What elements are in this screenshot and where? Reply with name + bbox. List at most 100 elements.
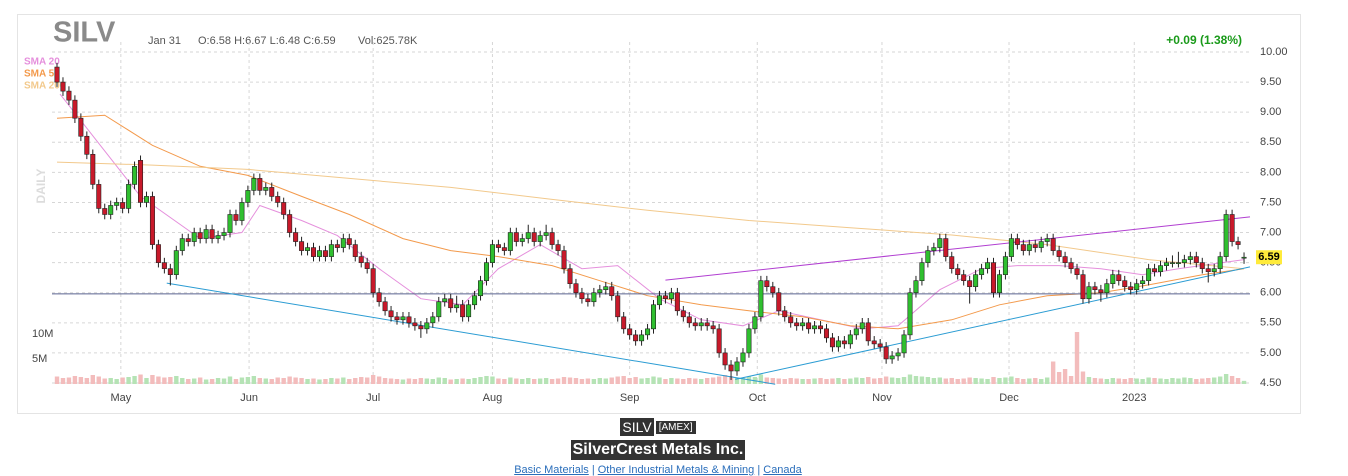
volume-bar xyxy=(186,379,191,384)
separator: | xyxy=(588,464,598,476)
candle-body xyxy=(752,316,758,330)
candle-body xyxy=(794,322,800,327)
candle-body xyxy=(835,340,841,348)
candle-body xyxy=(84,135,90,155)
sector-links: Basic Materials | Other Industrial Metal… xyxy=(0,464,1316,476)
volume-bar xyxy=(860,378,865,384)
candle-body xyxy=(1002,256,1008,275)
candle-body xyxy=(680,310,686,318)
candle-body xyxy=(489,244,495,263)
candle-body xyxy=(1086,286,1092,300)
close-text: C:6.59 xyxy=(303,35,335,47)
candle-body xyxy=(979,268,985,275)
candle-body xyxy=(543,232,549,236)
volume-bar xyxy=(466,379,471,384)
volume-bar xyxy=(836,378,841,384)
candle-body xyxy=(54,66,60,83)
volume-bar xyxy=(728,376,734,384)
candle-body xyxy=(1187,256,1193,260)
volume-bar xyxy=(800,379,805,384)
volume-bar xyxy=(824,379,829,384)
sector-link[interactable]: Other Industrial Metals & Mining xyxy=(597,464,755,476)
volume-bar xyxy=(168,377,173,384)
candle-body xyxy=(203,229,209,239)
volume-bar xyxy=(323,379,328,384)
candle-body xyxy=(72,99,78,119)
volume-bar xyxy=(1188,378,1193,384)
y-tick-label: 5.50 xyxy=(1260,317,1281,329)
volume-bar xyxy=(60,378,66,384)
volume-bar xyxy=(84,378,90,384)
y-tick-label: 5.00 xyxy=(1260,347,1281,359)
candle-body xyxy=(1068,262,1074,269)
candle-body xyxy=(1098,289,1104,294)
volume-bar xyxy=(227,376,233,384)
x-tick-label: Aug xyxy=(483,392,503,404)
candle-body xyxy=(191,232,197,242)
volume-bar xyxy=(961,378,966,384)
volume-bar xyxy=(782,379,787,384)
candle-body xyxy=(692,322,698,327)
candle-body xyxy=(961,274,967,281)
volume-bar xyxy=(776,378,781,384)
trend-line xyxy=(735,266,1251,380)
candle-body xyxy=(1163,262,1169,266)
volume-bar xyxy=(1003,377,1008,384)
candle-body xyxy=(1152,268,1158,272)
x-tick-label: Sep xyxy=(620,392,640,404)
volume-bar xyxy=(514,378,519,384)
volume-bar xyxy=(239,377,245,384)
date: Jan 31 xyxy=(148,35,181,47)
candle-body xyxy=(1217,256,1223,269)
candle-body xyxy=(316,250,322,257)
volume-bar xyxy=(979,378,984,384)
sector-link[interactable]: Canada xyxy=(763,464,802,476)
volume-bar xyxy=(424,378,430,384)
candle-body xyxy=(239,202,245,221)
y-tick-label: 9.50 xyxy=(1260,76,1281,88)
volume-bar xyxy=(997,378,1002,384)
candle-body xyxy=(991,262,997,294)
volume-bar xyxy=(1086,377,1092,384)
candle-body xyxy=(466,304,472,318)
volume-bar xyxy=(412,379,418,384)
candle-body xyxy=(823,328,829,339)
volume-bar xyxy=(1080,371,1086,384)
candle-body xyxy=(173,250,179,275)
candle-body xyxy=(1211,268,1217,272)
candle-body xyxy=(656,295,662,306)
separator: | xyxy=(754,464,764,476)
volume-bar xyxy=(925,377,931,384)
volume-bar xyxy=(1235,378,1241,384)
candle-body xyxy=(555,244,561,251)
volume-bar xyxy=(901,377,907,384)
candle-body xyxy=(1062,256,1068,263)
volume-bar xyxy=(591,379,597,384)
candle-body xyxy=(847,334,853,345)
volume-bar xyxy=(287,376,292,384)
candle-body xyxy=(1199,262,1205,269)
volume-bar xyxy=(943,378,948,384)
candle-body xyxy=(287,214,293,233)
candle-body xyxy=(716,328,722,354)
sector-link[interactable]: Basic Materials xyxy=(514,464,589,476)
candle-body xyxy=(1175,262,1181,264)
volume-bar xyxy=(830,378,835,384)
volume-bar xyxy=(603,378,608,384)
volume-bar xyxy=(1116,378,1121,384)
volume-bar xyxy=(734,377,740,384)
volume-bar xyxy=(299,378,304,384)
candle-body xyxy=(519,238,525,242)
volume-bar xyxy=(687,378,692,384)
candle-body xyxy=(1181,259,1187,263)
candle-body xyxy=(143,196,149,203)
company-name: SilverCrest Metals Inc. xyxy=(570,440,746,460)
candle-body xyxy=(1122,280,1128,288)
volume-tick-label: 5M xyxy=(32,353,47,365)
candle-body xyxy=(859,322,865,330)
candle-body xyxy=(251,178,257,191)
volume-bar xyxy=(162,377,167,384)
volume-bar xyxy=(1200,378,1205,384)
candle-body xyxy=(645,328,651,336)
candle-body xyxy=(818,325,824,330)
